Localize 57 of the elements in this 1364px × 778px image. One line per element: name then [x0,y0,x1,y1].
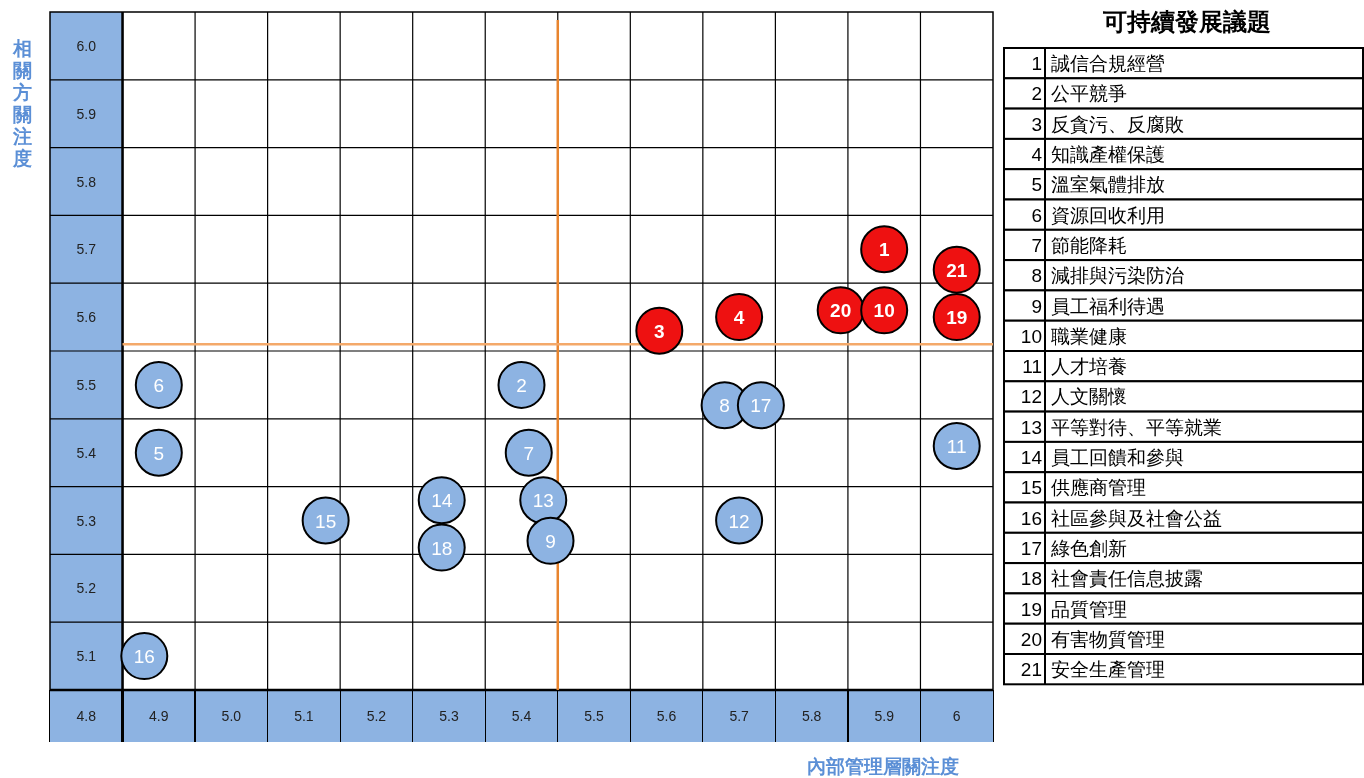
x-tick-label: 6 [952,708,961,724]
topic-table: 1 誠信合規經營 2 公平競爭 3 反貪污、反腐敗 4 知識產權保護 5 溫室氣體排放 6 資源回收利用 7 節能降耗 8 減排與污染防治 9 員工福利待遇 10 職業健康 11 人才培養 12 人文關懷 13 平等對待、平等就業 14 員工回饋和參與 15 供應商管理 16 社區參與及社會公益 17 綠色創新 18 社會責任信息披露 19 品質管理 20 有害物質管理 21 安全生產管理 [1003,47,1364,686]
x-tick-label: 4.9 [149,708,169,724]
point [134,428,183,477]
x-tick-label: 4.8 [76,708,97,724]
x-tick-label: 5.7 [729,708,750,724]
x-tick-label: 5.6 [656,708,677,724]
y-tick-label: 6.0 [76,37,97,54]
point [526,516,575,565]
annotation: 20 [830,300,852,322]
point [932,421,981,470]
annotation: 15 [315,510,337,532]
annotation: 10 [873,300,895,322]
annotation: 13 [532,490,554,512]
y-tick-label: 5.2 [76,580,97,597]
annotation: 11 [946,435,967,457]
x-tick-label: 5.1 [294,708,314,724]
y-axis-title: 相關方關注度 [11,38,32,169]
annotation: 4 [733,307,745,329]
annotation: 7 [523,442,535,464]
y-tick-label: 5.6 [76,309,97,326]
annotation: 21 [946,259,968,281]
point [504,428,553,477]
x-tick-label: 5.0 [221,708,242,724]
annotation: 19 [946,307,968,329]
annotation: 12 [728,510,750,532]
annotation: 8 [719,395,730,417]
x-tick-label: 5.4 [511,708,532,724]
x-tick-label: 5.5 [584,708,604,724]
x-tick-label: 5.2 [366,708,387,724]
y-tick-label: 5.5 [76,376,97,393]
y-tick-label: 5.1 [76,648,97,665]
point [715,293,764,342]
y-tick-label: 5.3 [76,512,97,529]
point [134,360,183,409]
annotation: 14 [431,490,453,512]
x-tick-label: 5.9 [874,708,895,724]
annotation: 1 [878,239,890,261]
y-tick-label: 5.4 [76,444,97,461]
point [635,306,684,355]
annotation: 2 [516,374,527,396]
x-axis-title: 內部管理層關注度 [807,756,959,777]
annotation: 17 [750,395,772,417]
annotation: 5 [153,442,165,464]
annotation: 18 [431,537,453,559]
annotation: 6 [153,374,165,396]
text: 可持續發展議題 [1102,8,1271,35]
point [860,225,909,274]
y-tick-label: 5.9 [76,105,97,122]
point [497,360,546,409]
annotation: 16 [133,646,155,668]
x-tick-label: 5.3 [439,708,459,724]
y-tick-label: 5.8 [76,173,97,190]
x-tick-label: 5.8 [801,708,822,724]
annotation: 9 [545,530,556,552]
y-tick-label: 5.7 [76,241,97,258]
annotation: 3 [654,320,665,342]
